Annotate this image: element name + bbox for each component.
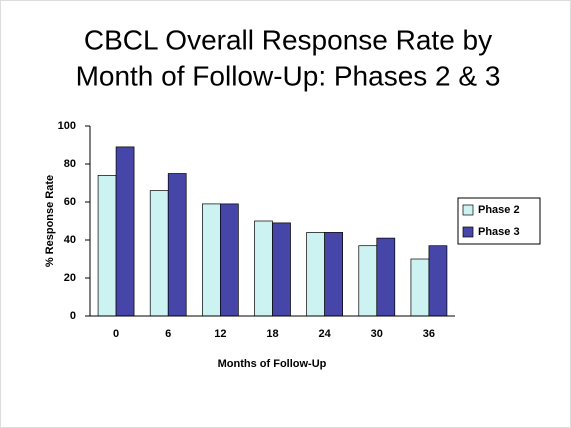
y-axis-label: % Response Rate — [44, 175, 56, 267]
y-tick-label: 80 — [64, 158, 76, 170]
y-tick-label: 20 — [64, 272, 76, 284]
bar — [410, 258, 430, 317]
x-tick-label: 18 — [266, 328, 278, 340]
bar — [428, 245, 448, 317]
x-tick-label: 24 — [319, 328, 332, 340]
x-tick-label: 6 — [165, 328, 171, 340]
x-axis-label: Months of Follow-Up — [218, 358, 327, 370]
bar — [167, 173, 187, 317]
bar — [272, 222, 291, 317]
legend-swatch — [462, 226, 474, 238]
x-tick-label: 12 — [214, 328, 226, 340]
chart-title: CBCL Overall Response Rate by — [84, 24, 492, 55]
y-tick-label: 100 — [58, 120, 76, 132]
bar — [202, 203, 221, 317]
bar — [115, 146, 135, 317]
bar — [358, 245, 378, 317]
bar — [254, 220, 273, 317]
y-tick-label: 0 — [70, 310, 76, 322]
x-tick-label: 36 — [423, 328, 435, 340]
x-tick-label: 30 — [371, 328, 383, 340]
x-tick-label: 0 — [113, 328, 119, 340]
bar — [306, 232, 325, 317]
legend-label: Phase 3 — [478, 226, 520, 238]
y-tick-label: 40 — [64, 234, 76, 246]
chart-title: Month of Follow-Up: Phases 2 & 3 — [76, 60, 501, 91]
bar — [220, 203, 239, 317]
bar — [97, 175, 117, 317]
legend-swatch — [462, 204, 474, 216]
y-tick-label: 60 — [64, 196, 76, 208]
bar — [149, 190, 169, 317]
bar — [324, 232, 343, 317]
bar — [376, 237, 396, 317]
legend-label: Phase 2 — [478, 204, 520, 216]
